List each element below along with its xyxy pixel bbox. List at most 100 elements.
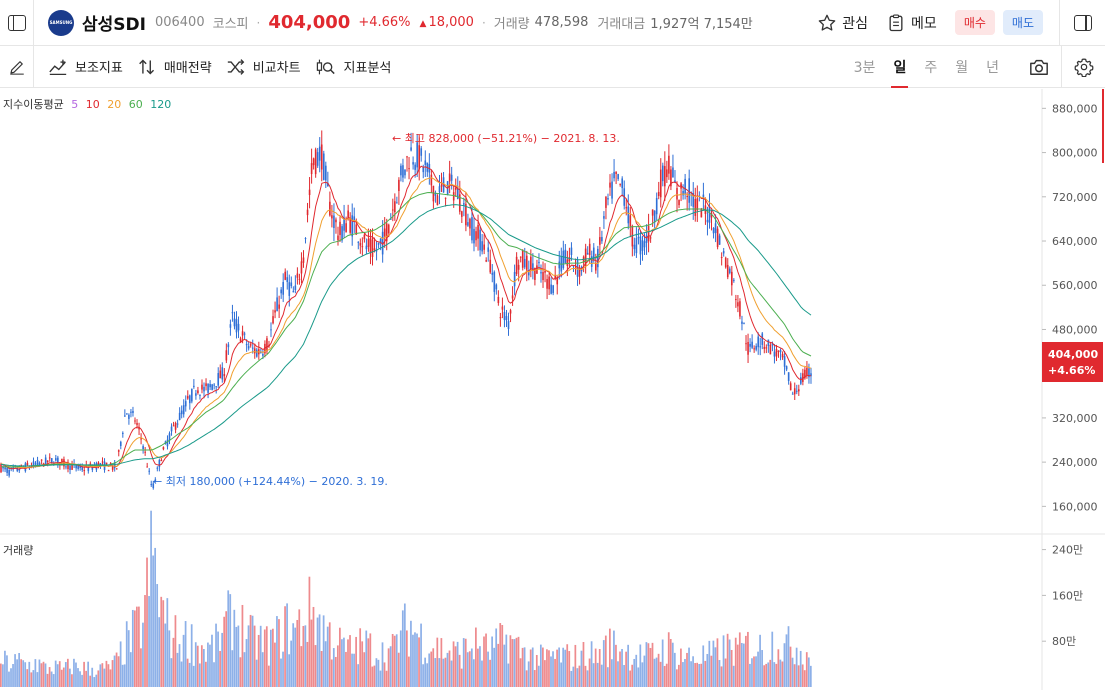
volume-bar: [736, 644, 739, 687]
volume-bar: [215, 623, 217, 687]
volume-bar: [722, 635, 725, 687]
volume-bar: [361, 641, 364, 687]
candle-body: [676, 188, 678, 200]
candle-body: [414, 164, 416, 170]
star-icon: [818, 14, 836, 31]
candle-body: [178, 412, 181, 420]
sell-button[interactable]: 매도: [1002, 10, 1043, 35]
candle-body: [215, 386, 218, 388]
volume-bar: [665, 663, 668, 687]
volume-bar: [115, 652, 118, 687]
strategy-button[interactable]: 매매전략: [137, 57, 212, 76]
chart-toolbar: 보조지표 매매전략 비교차트 지표분석 3분 일 주 월 년: [0, 45, 1105, 88]
candle-body: [458, 194, 461, 212]
volume-bar: [550, 656, 552, 687]
compare-button[interactable]: 비교차트: [226, 57, 301, 76]
candle-body: [765, 347, 768, 349]
candle-body: [659, 169, 662, 198]
candle-body: [91, 467, 94, 470]
volume-bar: [777, 649, 780, 687]
sidebar-toggle-button[interactable]: [0, 0, 34, 46]
volume-bar: [592, 663, 595, 687]
candle-body: [692, 193, 695, 207]
candle-body: [597, 248, 599, 268]
right-panel-toggle-button[interactable]: [1059, 0, 1105, 46]
volume-bar: [46, 673, 49, 687]
candle-body: [67, 462, 69, 470]
volume-bar: [456, 641, 459, 687]
candle-body: [387, 224, 390, 234]
volume-bar: [310, 619, 313, 687]
candle-body: [306, 209, 309, 216]
ma60-label: 60: [128, 98, 143, 111]
volume-bar: [194, 642, 197, 687]
volume-bar: [576, 668, 579, 687]
volume-bar: [298, 609, 301, 687]
analysis-button[interactable]: 지표분석: [315, 57, 391, 76]
candle-body: [491, 272, 494, 275]
amount-value: 1,927억 7,154만: [650, 17, 753, 32]
volume-bar: [140, 648, 142, 687]
candle-body: [700, 208, 703, 218]
candle-body: [55, 458, 57, 461]
candle-body: [191, 388, 193, 402]
candle-body: [138, 427, 140, 430]
volume-bar: [231, 650, 234, 687]
volume-bar: [483, 636, 485, 687]
candle-body: [201, 384, 203, 390]
volume-bar: [809, 665, 812, 687]
buy-button[interactable]: 매수: [954, 10, 995, 35]
ma10-line: [0, 165, 812, 470]
candle-body: [36, 460, 39, 466]
volume-bar: [138, 606, 140, 687]
candle-body: [430, 174, 433, 186]
candle-body: [357, 241, 360, 243]
stock-chart[interactable]: 지수이동평균 5 10 20 60 120 거래량 880,000 800,000…: [0, 89, 1105, 690]
volume-bar: [477, 648, 479, 687]
candle-body: [440, 184, 443, 187]
candle-body: [251, 347, 254, 349]
volume-bar: [667, 632, 670, 687]
indicator-button[interactable]: 보조지표: [48, 57, 123, 76]
candle-body: [501, 306, 504, 310]
volume-bar: [144, 595, 146, 687]
volume-bar: [136, 606, 138, 687]
candle-body: [572, 265, 575, 267]
volume-bar: [217, 631, 219, 687]
settings-button[interactable]: [1061, 45, 1105, 88]
candle-body: [599, 237, 601, 245]
tab-3min[interactable]: 3분: [853, 59, 876, 76]
drawing-tool-button[interactable]: [0, 45, 34, 88]
screenshot-button[interactable]: [1017, 46, 1061, 88]
candle-body: [195, 393, 197, 396]
candle-body: [184, 401, 187, 407]
memo-button[interactable]: 메모: [886, 13, 937, 33]
candle-body: [32, 461, 35, 466]
ma5-label: 5: [71, 98, 79, 111]
chart-canvas[interactable]: 880,000 800,000 720,000 640,000 560,000 480,0…: [0, 89, 1105, 690]
volume-bar: [779, 659, 782, 687]
volume-bar: [686, 652, 688, 687]
volume-bar: [604, 635, 607, 687]
candle-body: [592, 247, 595, 261]
tab-day[interactable]: 일: [891, 46, 909, 88]
stock-name[interactable]: 삼성SDI: [82, 15, 146, 35]
candle-body: [79, 465, 81, 469]
candle-body: [712, 227, 715, 234]
tab-week[interactable]: 주: [924, 59, 938, 76]
watch-button[interactable]: 관심: [817, 13, 868, 33]
volume-bar: [385, 670, 388, 687]
volume-bar: [730, 649, 733, 687]
volume-bar: [761, 650, 763, 687]
volume-bar: [219, 650, 221, 687]
candle-body: [363, 234, 366, 240]
volume-bar: [568, 651, 571, 687]
candle-body: [83, 470, 86, 472]
volume-bar: [789, 646, 792, 687]
tab-month[interactable]: 월: [955, 59, 969, 76]
candle-body: [241, 331, 244, 336]
candle-body: [235, 319, 238, 333]
volume-bar: [58, 661, 61, 687]
tab-year[interactable]: 년: [986, 59, 999, 76]
candle-body: [134, 420, 136, 422]
